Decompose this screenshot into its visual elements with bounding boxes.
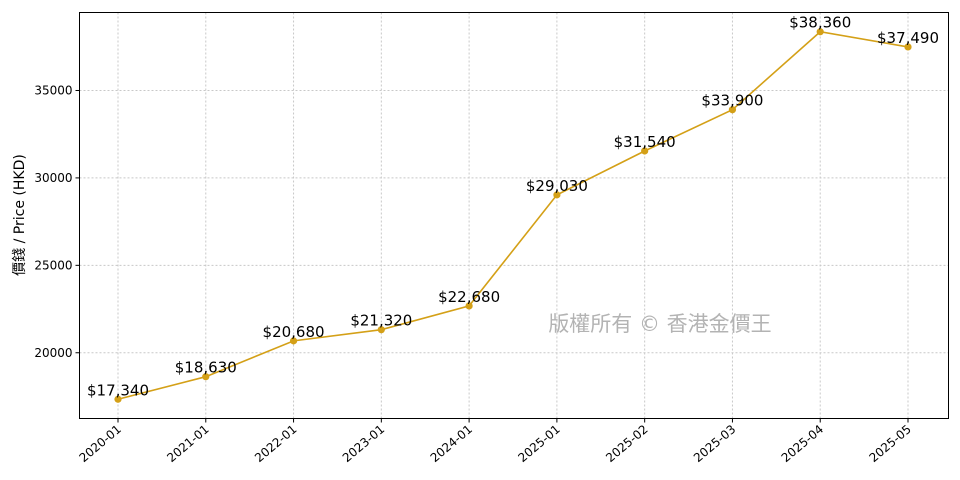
- data-point: [465, 302, 473, 310]
- data-label: $17,340: [87, 381, 149, 399]
- data-point: [377, 326, 385, 334]
- labels-layer: $17,340 $18,630 $20,680 $21,320 $22,680 $29,0…: [87, 14, 939, 400]
- data-point: [114, 395, 122, 403]
- data-point: [641, 147, 649, 155]
- x-tick-label: 2023-01: [340, 422, 387, 465]
- x-tick-label: 2025-05: [867, 422, 914, 465]
- data-point: [553, 191, 561, 199]
- data-point: [202, 373, 210, 381]
- data-label: $29,030: [526, 177, 588, 195]
- x-tick-label: 2025-01: [515, 422, 562, 465]
- data-label: $37,490: [877, 29, 939, 47]
- y-tick-label: 35000: [34, 83, 72, 97]
- plot-frame: [79, 12, 949, 419]
- x-tick-label: 2024-01: [428, 422, 475, 465]
- data-point: [289, 337, 298, 345]
- y-tick-label: 25000: [34, 258, 72, 272]
- data-label: $33,900: [701, 92, 763, 110]
- x-tick-label: 2025-03: [691, 422, 738, 465]
- data-point: [728, 106, 737, 114]
- grid-layer: [79, 12, 949, 419]
- data-label: $22,680: [438, 288, 500, 306]
- data-point: [816, 28, 824, 36]
- x-tick-label: 2025-02: [603, 422, 650, 465]
- x-tick-label: 2025-04: [779, 422, 826, 465]
- y-tick-label: 20000: [34, 346, 72, 360]
- data-label: $38,360: [789, 14, 851, 32]
- x-tick-label: 2020-01: [77, 422, 124, 465]
- watermark-text: 版權所有 © 香港金價王: [548, 312, 771, 336]
- x-tick-label: 2021-01: [164, 422, 211, 465]
- y-tick-label: 30000: [34, 171, 72, 185]
- y-axis-label: 價錢 / Price (HKD): [11, 154, 28, 276]
- data-label: $18,630: [175, 359, 237, 377]
- data-label: $31,540: [614, 133, 676, 151]
- ticks-layer: 2020-01 2021-01 2022-01 2023-01 2024-01 2025-…: [34, 83, 914, 465]
- data-point: [904, 43, 912, 51]
- series-layer: [114, 28, 912, 403]
- data-label: $21,320: [350, 312, 412, 330]
- data-label: $20,680: [263, 323, 325, 341]
- x-tick-label: 2022-01: [252, 422, 299, 465]
- series-line: [117, 30, 909, 401]
